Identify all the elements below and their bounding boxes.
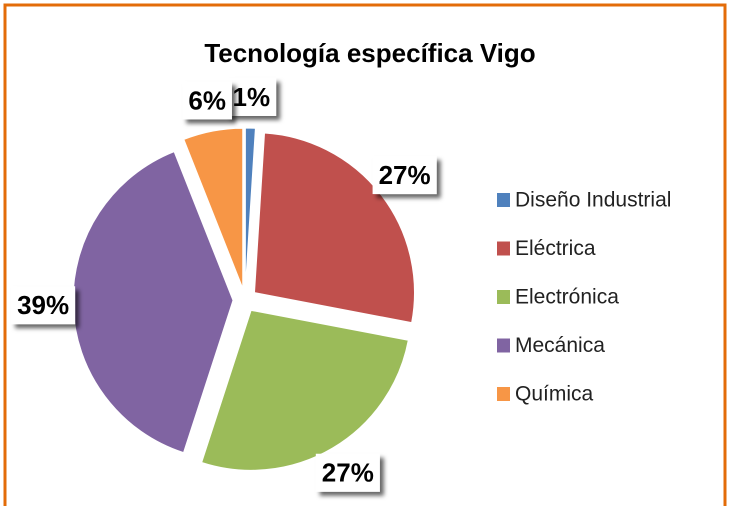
legend-label: Diseño Industrial [515,189,671,212]
legend-swatch [497,338,510,353]
data-label-text: 39% [17,290,69,320]
legend-label: Química [515,383,594,406]
data-label-box [315,453,380,492]
pie-slice [183,127,244,289]
data-label-box [182,81,232,120]
data-label: 1% [226,77,277,116]
data-label-text: 27% [379,160,431,190]
legend-swatch [497,290,510,304]
data-label: 6% [182,81,232,120]
data-label-box [372,156,437,195]
data-label-box [226,77,277,116]
legend-label: Mecánica [515,334,605,357]
legend-swatch [497,387,510,401]
legend-label: Eléctrica [515,237,596,260]
data-label: 27% [315,453,380,492]
data-label-text: 6% [188,85,226,115]
data-label-text: 27% [322,458,374,488]
pie-slice [201,309,409,471]
legend-swatch [497,241,510,256]
data-label: 27% [372,156,437,195]
legend-swatch [497,193,510,207]
data-label: 39% [11,286,76,325]
chart-title: Tecnología específica Vigo [204,38,535,68]
pie-slice [244,127,256,289]
data-label-box [11,286,76,325]
data-label-text: 1% [233,82,271,112]
legend-label: Electrónica [515,286,619,309]
pie-slice [253,132,415,324]
